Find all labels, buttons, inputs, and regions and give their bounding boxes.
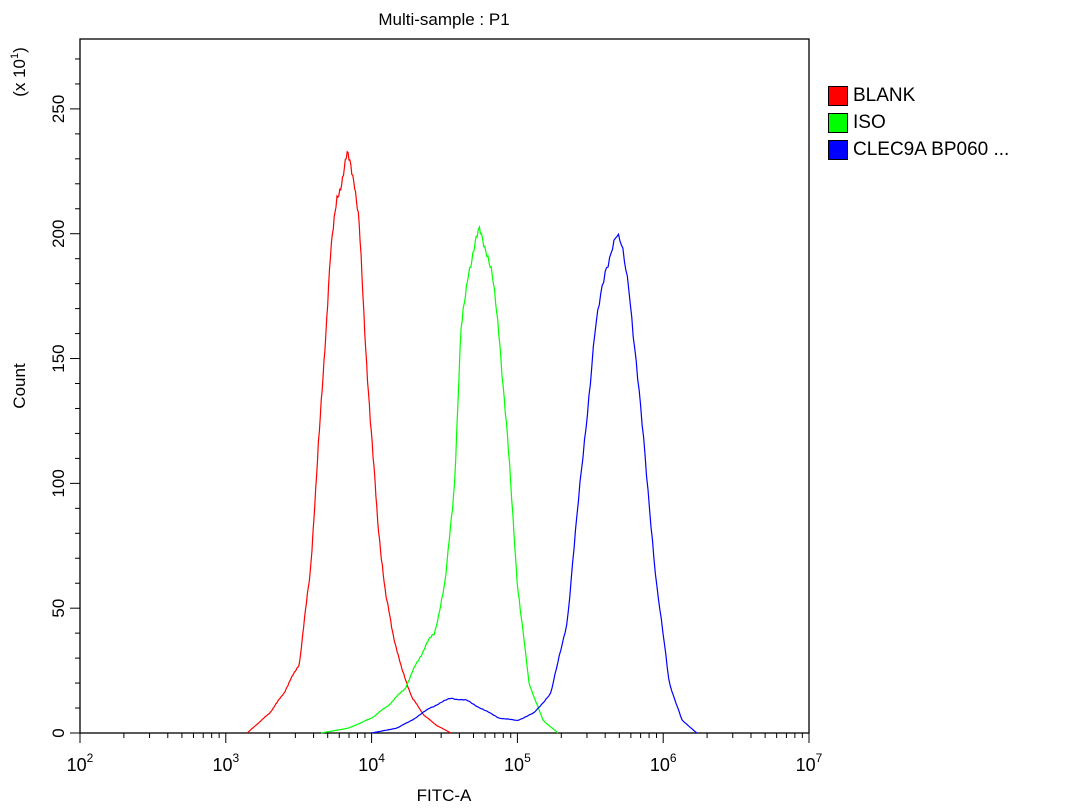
legend-swatch-blank bbox=[828, 85, 848, 106]
y-tick-label: 100 bbox=[49, 469, 68, 497]
legend: BLANK ISO CLEC9A BP060 ... bbox=[828, 82, 1009, 163]
legend-label-clec9a: CLEC9A BP060 ... bbox=[853, 138, 1010, 160]
y-axis: 0 50 100 150 200 250 bbox=[49, 58, 80, 738]
x-tick-base: 10 bbox=[67, 755, 87, 775]
x-tick-label: 106 bbox=[650, 751, 677, 775]
x-tick-base: 10 bbox=[650, 755, 670, 775]
x-tick-base: 10 bbox=[796, 755, 816, 775]
y-axis-label: Count bbox=[10, 363, 29, 409]
y-multiplier-text: (x 10 bbox=[10, 59, 29, 97]
legend-swatch-clec9a bbox=[828, 139, 848, 160]
x-tick-exponent: 3 bbox=[232, 751, 239, 765]
y-axis-multiplier: (x 101) bbox=[9, 47, 29, 97]
y-tick-label: 250 bbox=[49, 95, 68, 123]
x-tick-exponent: 2 bbox=[87, 751, 94, 765]
y-tick-label: 0 bbox=[49, 728, 68, 737]
series-line-iso bbox=[320, 224, 559, 734]
x-tick-exponent: 4 bbox=[378, 751, 385, 765]
x-tick-label: 102 bbox=[67, 751, 94, 775]
series-layer bbox=[246, 150, 698, 734]
legend-label-blank: BLANK bbox=[853, 84, 916, 106]
x-tick-exponent: 6 bbox=[670, 751, 677, 765]
chart-title: Multi-sample : P1 bbox=[378, 10, 509, 29]
x-tick-label: 105 bbox=[504, 751, 531, 775]
y-tick-label: 200 bbox=[49, 220, 68, 248]
x-tick-exponent: 5 bbox=[524, 751, 531, 765]
series-line-blank bbox=[246, 150, 452, 734]
x-axis-label: FITC-A bbox=[417, 786, 472, 805]
x-tick-base: 10 bbox=[212, 755, 232, 775]
y-tick-label: 150 bbox=[49, 344, 68, 372]
x-tick-exponent: 7 bbox=[816, 751, 823, 765]
legend-item-iso: ISO bbox=[828, 109, 1009, 136]
plot-area bbox=[79, 38, 810, 734]
x-tick-label: 104 bbox=[358, 751, 385, 775]
legend-item-clec9a: CLEC9A BP060 ... bbox=[828, 136, 1009, 163]
x-tick-label: 103 bbox=[212, 751, 239, 775]
x-tick-base: 10 bbox=[504, 755, 524, 775]
series-line-clec9a-bp060 bbox=[371, 232, 698, 734]
legend-swatch-iso bbox=[828, 112, 848, 133]
legend-item-blank: BLANK bbox=[828, 82, 1009, 109]
y-multiplier-close: ) bbox=[10, 47, 29, 53]
y-multiplier-exponent: 1 bbox=[9, 53, 21, 59]
x-tick-label: 107 bbox=[796, 751, 823, 775]
x-axis: 102 103 104 105 106 107 bbox=[67, 733, 823, 775]
x-tick-base: 10 bbox=[358, 755, 378, 775]
legend-label-iso: ISO bbox=[853, 111, 886, 133]
y-tick-label: 50 bbox=[49, 599, 68, 618]
